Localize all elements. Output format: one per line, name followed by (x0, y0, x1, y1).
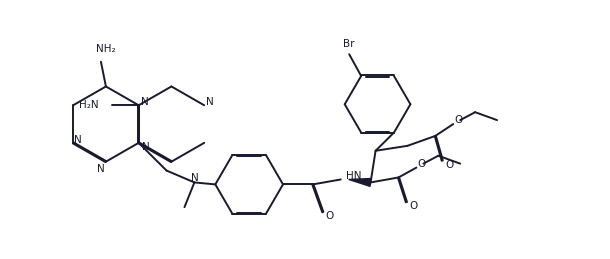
Text: N: N (142, 142, 149, 152)
Text: H₂N: H₂N (79, 100, 99, 110)
Text: Br: Br (343, 39, 355, 49)
Polygon shape (349, 178, 371, 186)
Text: O: O (326, 211, 334, 221)
Text: N: N (206, 97, 214, 107)
Text: O: O (417, 159, 426, 169)
Text: N: N (97, 164, 105, 174)
Text: O: O (409, 201, 417, 211)
Text: O: O (454, 115, 462, 125)
Text: N: N (141, 97, 148, 107)
Text: O: O (445, 160, 453, 170)
Text: HN: HN (346, 170, 361, 181)
Text: N: N (74, 135, 82, 145)
Text: N: N (190, 174, 198, 183)
Text: NH₂: NH₂ (96, 44, 116, 54)
